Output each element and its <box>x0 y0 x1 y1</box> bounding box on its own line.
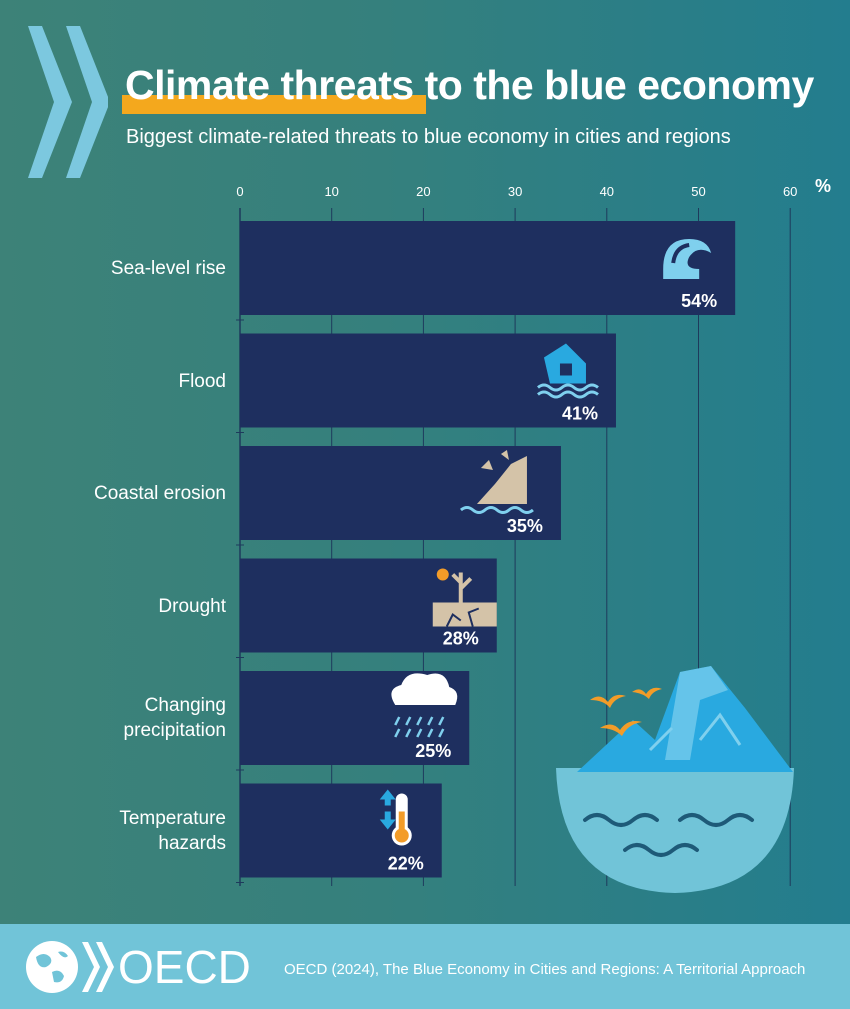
bar-value-label: 25% <box>415 741 451 761</box>
category-label: Drought <box>158 595 226 617</box>
category-label: Temperature hazards <box>119 807 226 854</box>
unit-label: % <box>815 176 832 196</box>
x-tick-label: 0 <box>236 184 243 199</box>
footer: OECD OECD (2024), The Blue Economy in Ci… <box>0 924 850 1009</box>
rain-cloud-icon <box>391 673 458 738</box>
source-citation: OECD (2024), The Blue Economy in Cities … <box>284 961 806 978</box>
eroding-cliff-icon <box>459 450 534 514</box>
iceberg-illustration <box>556 666 794 893</box>
bar <box>240 221 736 315</box>
category-label: Coastal erosion <box>93 483 226 504</box>
chevrons-decoration <box>28 26 108 178</box>
x-tick-label: 40 <box>600 184 614 199</box>
bar-chart: 0 10 20 30 40 50 60 54% 41% 35% 28% 25% 22% <box>236 184 797 893</box>
oecd-wordmark: OECD <box>118 941 251 993</box>
x-tick-label: 50 <box>691 184 705 199</box>
x-tick-label: 30 <box>508 184 522 199</box>
bar-value-label: 35% <box>507 516 543 536</box>
category-label: Flood <box>178 370 226 392</box>
title-highlight <box>122 95 426 114</box>
category-label: Changing precipitation <box>123 695 226 741</box>
birds <box>590 687 662 736</box>
wave-icon <box>663 239 712 279</box>
x-tick-label: 10 <box>324 184 338 199</box>
page-subtitle: Biggest climate-related threats to blue … <box>126 126 731 148</box>
bar-value-label: 41% <box>562 404 598 424</box>
oecd-globe-logo <box>26 941 114 993</box>
iceberg-base <box>556 768 794 893</box>
x-tick-label: 60 <box>783 184 797 199</box>
water-waves <box>583 813 754 857</box>
bar-value-label: 54% <box>681 291 717 311</box>
x-tick-label: 20 <box>416 184 430 199</box>
iceberg-highlight <box>665 666 728 760</box>
page-title: Climate threats to the blue economy <box>125 62 814 108</box>
bar-value-label: 28% <box>443 629 479 649</box>
iceberg-crack <box>648 712 742 752</box>
bar-value-label: 22% <box>388 854 424 874</box>
category-label: Sea-level rise <box>110 258 226 279</box>
thermometer-icon <box>379 789 412 846</box>
flooded-house-icon <box>537 343 599 399</box>
drought-icon <box>432 568 497 627</box>
